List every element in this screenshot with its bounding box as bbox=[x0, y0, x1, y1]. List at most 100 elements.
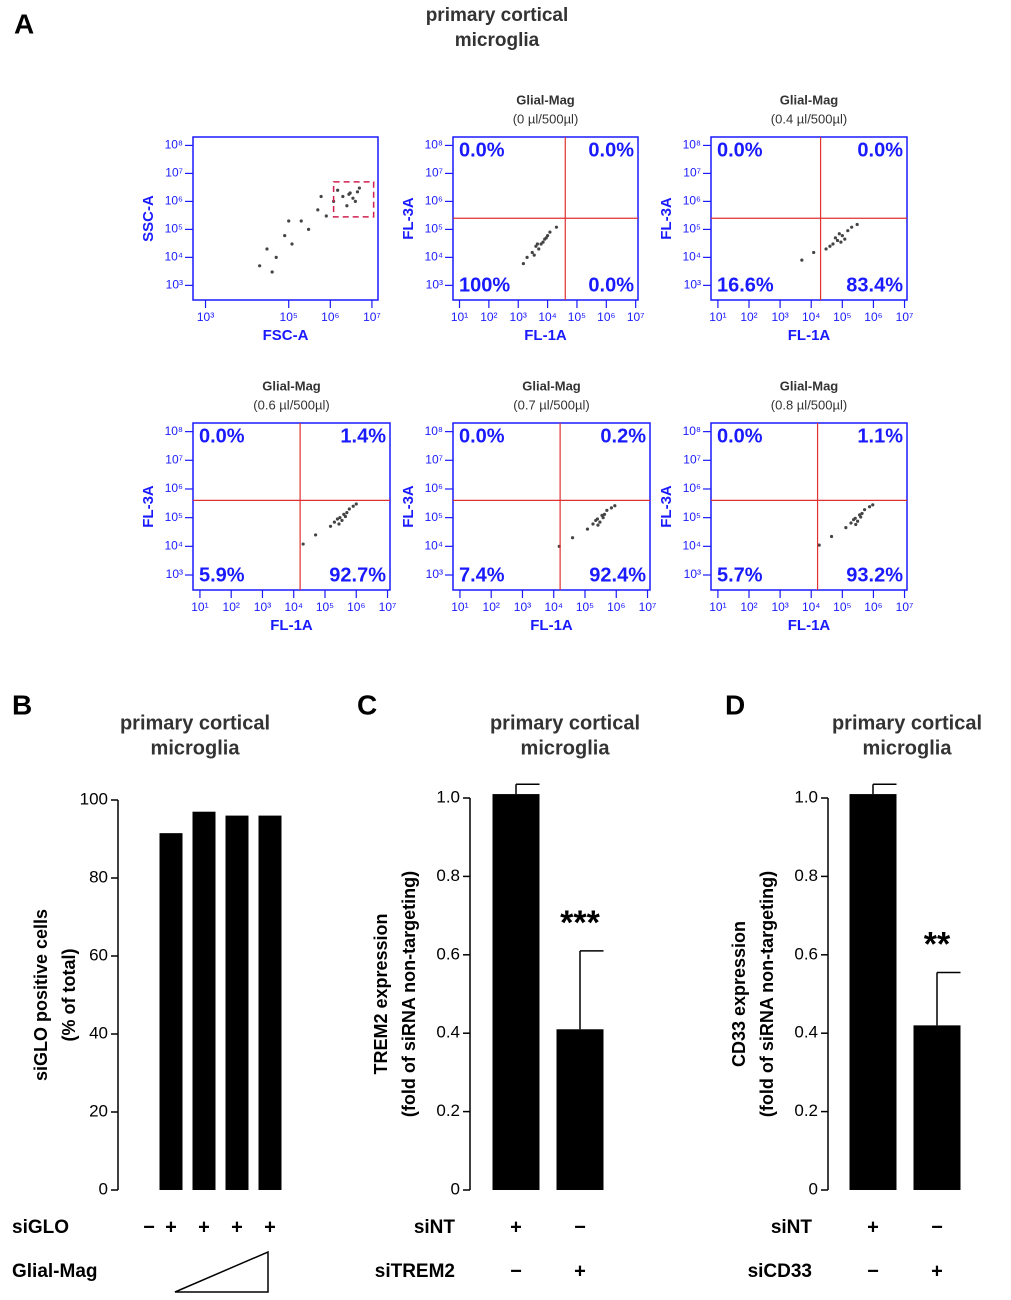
x-tick-label: 10⁵ bbox=[576, 600, 594, 614]
y-tick-label: 10⁶ bbox=[425, 194, 443, 208]
event-dot bbox=[594, 518, 598, 523]
y-axis-label: SSC-A bbox=[140, 195, 157, 242]
x-tick-label: 10⁵ bbox=[833, 600, 851, 614]
condition-sign: + bbox=[867, 1216, 879, 1238]
y-tick-label: 10⁷ bbox=[683, 452, 701, 466]
quadrant-percent: 92.7% bbox=[329, 564, 386, 586]
bar bbox=[159, 833, 183, 1190]
quadrant-percent: 0.0% bbox=[459, 425, 505, 447]
x-tick-label: 10² bbox=[223, 600, 240, 614]
gate-rect bbox=[332, 181, 375, 218]
event-dot bbox=[829, 534, 834, 539]
x-tick-label: 10⁴ bbox=[802, 600, 821, 614]
event-dot bbox=[316, 208, 320, 212]
y-tick-label: 10³ bbox=[426, 567, 443, 581]
event-dot bbox=[839, 240, 843, 244]
event-dot bbox=[521, 261, 526, 266]
x-tick-label: 10⁶ bbox=[864, 310, 882, 324]
event-dot bbox=[850, 225, 854, 229]
y-tick-label: 40 bbox=[89, 1023, 108, 1042]
y-tick-label: 0.4 bbox=[436, 1023, 460, 1042]
panel-title: primary cortical bbox=[832, 712, 982, 734]
y-tick-label: 0.8 bbox=[436, 866, 460, 885]
y-axis-label: (fold of siRNA non-targeting) bbox=[399, 871, 419, 1117]
x-tick-label: 10⁶ bbox=[864, 600, 882, 614]
y-tick-label: 0 bbox=[99, 1179, 108, 1198]
bar bbox=[556, 1029, 604, 1190]
quadrant-percent: 5.7% bbox=[717, 564, 763, 586]
event-dot bbox=[862, 508, 867, 512]
condition-sign: + bbox=[264, 1216, 276, 1238]
event-dot bbox=[800, 258, 804, 262]
y-tick-label: 10⁸ bbox=[683, 424, 701, 438]
y-tick-label: 60 bbox=[89, 945, 108, 964]
condition-sign: − bbox=[867, 1260, 879, 1282]
event-dot bbox=[353, 199, 357, 204]
quadrant-percent: 0.0% bbox=[199, 425, 245, 447]
event-dot bbox=[859, 515, 863, 519]
plot-title: Glial-Mag bbox=[516, 92, 575, 107]
plot-title: (0 µl/500µl) bbox=[513, 111, 579, 126]
event-dot bbox=[345, 204, 349, 208]
y-tick-label: 10⁶ bbox=[683, 194, 701, 208]
y-tick-label: 10³ bbox=[166, 278, 183, 292]
y-tick-label: 10⁸ bbox=[425, 424, 443, 438]
y-tick-label: 1.0 bbox=[436, 787, 460, 806]
y-tick-label: 10⁵ bbox=[165, 222, 183, 236]
y-tick-label: 0.2 bbox=[436, 1101, 460, 1120]
event-dot bbox=[812, 250, 816, 255]
x-tick-label: 10¹ bbox=[709, 310, 726, 324]
x-tick-label: 10³ bbox=[510, 310, 527, 324]
event-dot bbox=[335, 517, 340, 521]
event-dot bbox=[347, 192, 351, 196]
event-dot bbox=[530, 250, 534, 255]
event-dot bbox=[596, 523, 600, 527]
y-tick-label: 0.6 bbox=[436, 944, 460, 963]
event-dot bbox=[598, 520, 602, 524]
x-tick-label: 10⁶ bbox=[597, 310, 615, 324]
x-tick-label: 10² bbox=[480, 310, 497, 324]
event-dot bbox=[299, 219, 303, 223]
plot-frame bbox=[452, 422, 651, 591]
panel-label: C bbox=[357, 689, 377, 720]
significance: ** bbox=[924, 925, 951, 963]
x-tick-label: 10² bbox=[740, 310, 757, 324]
event-dot bbox=[554, 225, 559, 229]
y-tick-label: 10⁴ bbox=[682, 539, 701, 553]
event-dot bbox=[541, 240, 545, 244]
condition-name: Glial-Mag bbox=[12, 1261, 98, 1282]
y-axis-label: FL-3A bbox=[400, 197, 417, 240]
event-dot bbox=[844, 526, 848, 530]
event-dot bbox=[290, 242, 294, 246]
panel-title: microglia bbox=[521, 737, 611, 759]
event-dot bbox=[351, 504, 355, 508]
x-tick-label: 10¹ bbox=[709, 600, 726, 614]
quadrant-percent: 93.2% bbox=[846, 564, 903, 586]
plot-frame bbox=[192, 422, 391, 591]
x-axis-label: FL-1A bbox=[270, 617, 313, 634]
x-tick-label: 10⁷ bbox=[639, 600, 657, 614]
event-dot bbox=[535, 242, 540, 246]
quadrant-percent: 1.4% bbox=[340, 425, 386, 447]
event-dot bbox=[345, 511, 349, 515]
event-dot bbox=[306, 227, 311, 231]
x-tick-label: 10¹ bbox=[451, 600, 468, 614]
condition-sign: + bbox=[510, 1216, 522, 1238]
event-dot bbox=[601, 516, 605, 520]
x-tick-label: 10⁷ bbox=[363, 310, 381, 324]
event-dot bbox=[840, 233, 844, 238]
y-tick-label: 0.8 bbox=[794, 866, 818, 885]
condition-sign: + bbox=[165, 1216, 177, 1238]
bar bbox=[225, 815, 249, 1190]
plot-frame bbox=[192, 136, 379, 301]
y-tick-label: 0 bbox=[451, 1179, 460, 1198]
x-tick-label: 10⁶ bbox=[347, 600, 365, 614]
event-dot bbox=[570, 536, 575, 540]
bar bbox=[849, 794, 897, 1190]
event-dot bbox=[613, 504, 617, 508]
panel-title: primary cortical bbox=[120, 712, 270, 734]
y-axis-label: FL-3A bbox=[658, 485, 675, 528]
panel-label: B bbox=[12, 689, 32, 720]
x-axis-label: FL-1A bbox=[530, 617, 573, 634]
